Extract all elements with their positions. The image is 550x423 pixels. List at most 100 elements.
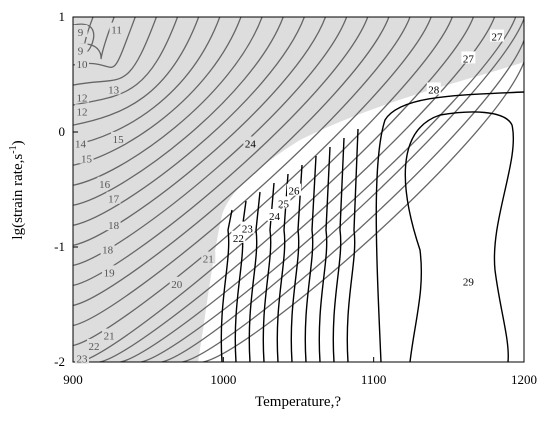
contour-label: 13 (108, 84, 120, 96)
contour-label: 23 (77, 354, 89, 366)
contour-label-bg (73, 136, 88, 149)
contour-label-bg (426, 82, 441, 95)
contour-label: 22 (233, 233, 244, 245)
contour-line (73, 17, 200, 126)
contour-label-bg (75, 57, 90, 70)
contour-label-bg (102, 265, 117, 278)
contour-line (404, 111, 514, 362)
contour-label: 16 (99, 179, 111, 191)
contour-label-bg (75, 90, 90, 103)
contour-label-bg (243, 136, 258, 149)
contour-line (73, 17, 369, 287)
x-tick-label: 1000 (210, 372, 236, 387)
contour-line (248, 191, 261, 362)
contour-label: 29 (463, 277, 475, 289)
contour-label-bg (97, 176, 112, 189)
contour-line (332, 137, 345, 362)
contour-label-bg (286, 183, 301, 196)
contour-label-bg (461, 274, 476, 287)
contour-line (73, 17, 348, 267)
contour-label: 24 (269, 211, 281, 223)
contour-line (276, 173, 289, 362)
contour-label-bg (461, 51, 476, 64)
contour-line (99, 17, 475, 362)
contour-label: 18 (108, 220, 120, 232)
contour-label-bg (73, 43, 88, 56)
contour-label: 25 (278, 198, 290, 210)
contour-label-bg (75, 104, 90, 117)
contour-label-bg (276, 196, 291, 209)
y-tick-label: 1 (59, 9, 66, 24)
contour-label-bg (201, 251, 216, 264)
contour-label-bg (489, 29, 504, 42)
contour-label-bg (102, 328, 117, 341)
contour-line (220, 209, 233, 362)
contour-label-bg (79, 151, 94, 164)
contour-label-bg (111, 131, 126, 144)
y-tick-label: 0 (59, 124, 66, 139)
contour-label-bg (231, 230, 246, 243)
contour-label: 15 (81, 153, 93, 165)
contour-label: 24 (245, 139, 257, 151)
contour-label: 14 (75, 139, 87, 151)
contour-label-bg (100, 242, 115, 255)
contour-label-bg (106, 218, 121, 231)
contour-line (318, 146, 331, 362)
contour-label: 27 (491, 32, 503, 44)
y-axis-label-end: ) (10, 140, 26, 145)
contour-label-bg (75, 351, 90, 364)
contour-label-bg (109, 22, 124, 35)
contour-label-bg (106, 191, 121, 204)
contour-label: 21 (203, 254, 214, 266)
contour-label: 23 (242, 224, 254, 236)
contour-line (73, 17, 411, 327)
contour-lines (73, 17, 524, 362)
contour-label: 22 (89, 341, 100, 353)
plot-area (73, 17, 524, 362)
x-tick-label: 900 (63, 372, 83, 387)
x-axis-label: Temperature,? (255, 394, 341, 410)
contour-label: 9 (78, 27, 84, 39)
y-axis-label: lg(strain rate,s-1) (8, 140, 26, 239)
contour-line (375, 91, 524, 362)
contour-label: 26 (288, 186, 300, 198)
y-axis-label-main: lg(strain rate,s (10, 154, 26, 240)
contour-line (304, 155, 317, 362)
contour-label-bg (87, 338, 102, 351)
contour-label: 15 (113, 134, 125, 146)
x-tick-label: 1100 (361, 372, 387, 387)
x-tick-label: 1200 (511, 372, 537, 387)
contour-label: 27 (463, 53, 475, 65)
contour-label-bg (240, 221, 255, 234)
contour-label: 18 (102, 244, 114, 256)
contour-line (73, 17, 327, 246)
contour-label: 11 (111, 25, 122, 37)
contour-label: 17 (108, 194, 120, 206)
contour-line (73, 17, 263, 186)
contour-line (73, 17, 284, 206)
contour-line (140, 17, 517, 362)
contour-label: 9 (78, 45, 84, 57)
contour-line (262, 182, 275, 362)
contour-label-bg (267, 208, 282, 221)
contour-label: 12 (77, 106, 88, 118)
contour-line (73, 17, 158, 86)
contour-line (73, 17, 179, 106)
y-axis-label-sup: -1 (8, 145, 19, 153)
y-tick-label: -2 (54, 354, 65, 369)
contour-line (73, 17, 390, 307)
plot-frame (72, 16, 525, 363)
contour-line (202, 61, 524, 362)
contour-label: 28 (428, 84, 440, 96)
contour-line (290, 164, 303, 362)
contour-label-bg (73, 24, 88, 37)
contour-label-bg (106, 82, 121, 95)
contour-label: 19 (104, 267, 116, 279)
y-tick-label: -1 (54, 239, 65, 254)
instability-region (73, 17, 524, 362)
contour-line (182, 40, 524, 362)
contour-label-bg (169, 276, 184, 289)
contour-label: 12 (77, 93, 88, 105)
contour-label: 20 (171, 279, 183, 291)
